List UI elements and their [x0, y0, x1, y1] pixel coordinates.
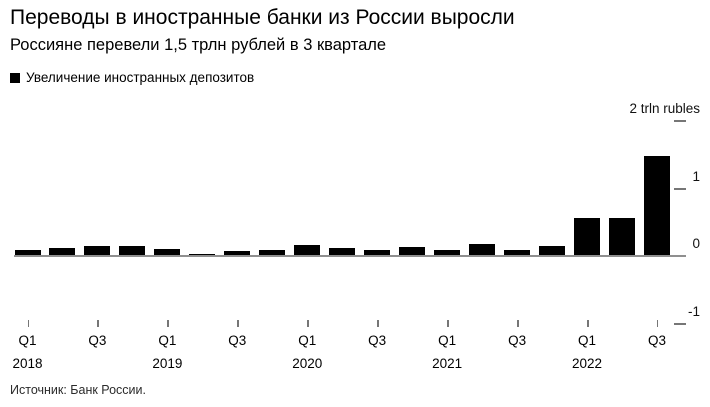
- page-title: Переводы в иностранные банки из России в…: [10, 6, 515, 29]
- x-axis-quarter-label: Q3: [647, 333, 666, 348]
- x-axis-tick: [517, 319, 519, 327]
- x-axis-tick: [237, 319, 239, 327]
- x-axis-quarter-label: Q3: [508, 333, 527, 348]
- y-axis-tick-label: -1: [687, 303, 700, 319]
- bar: [259, 250, 286, 255]
- bar: [294, 244, 321, 255]
- source-note: Источник: Банк России.: [10, 383, 146, 397]
- y-axis-tick-label: 2 trln rubles: [629, 101, 700, 116]
- zero-axis-line: [14, 255, 686, 257]
- x-axis-quarter-label: Q1: [158, 333, 177, 348]
- bar: [224, 250, 251, 255]
- bar: [329, 247, 356, 255]
- x-axis-quarter-label: Q1: [298, 333, 317, 348]
- x-axis-quarter-label: Q3: [88, 333, 107, 348]
- x-axis-year-label: 2018: [12, 356, 43, 371]
- bar: [643, 155, 670, 255]
- x-axis-year-label: 2019: [152, 356, 183, 371]
- bar: [539, 246, 566, 255]
- x-axis-quarter-label: Q3: [368, 333, 387, 348]
- bar: [574, 217, 601, 255]
- x-axis-quarter-label: Q1: [578, 333, 597, 348]
- x-axis-tick: [97, 319, 99, 327]
- bar: [469, 244, 496, 255]
- x-axis-tick: [27, 319, 29, 327]
- bar: [504, 250, 531, 255]
- x-axis-tick: [377, 319, 379, 327]
- y-axis-tick-label: 0: [692, 236, 700, 251]
- bar: [364, 250, 391, 255]
- legend-label: Увеличение иностранных депозитов: [26, 70, 255, 85]
- bar: [189, 253, 216, 255]
- x-axis-tick: [447, 319, 449, 327]
- y-axis-tick: [674, 120, 686, 122]
- x-axis-quarter-label: Q1: [438, 333, 457, 348]
- x-axis-year-label: 2021: [432, 356, 463, 371]
- x-axis-tick: [167, 319, 169, 327]
- y-axis-tick: [674, 187, 686, 190]
- bar: [84, 246, 111, 255]
- x-axis-tick: [587, 319, 589, 327]
- page-subtitle: Россияне перевели 1,5 трлн рублей в 3 кв…: [10, 36, 387, 54]
- x-axis-tick: [656, 319, 659, 327]
- bar: [49, 248, 76, 255]
- x-axis-year-label: 2020: [292, 356, 323, 371]
- bar: [14, 250, 41, 255]
- bar: [608, 217, 635, 255]
- bar: [154, 248, 181, 255]
- x-axis-year-label: 2022: [571, 356, 603, 371]
- bar: [119, 246, 146, 255]
- x-axis-quarter-label: Q1: [18, 333, 37, 348]
- x-axis-tick: [307, 319, 309, 327]
- legend-swatch: [10, 72, 20, 83]
- bar: [434, 249, 461, 255]
- y-axis-tick: [674, 322, 686, 325]
- y-axis-tick-label: 1: [692, 168, 700, 184]
- legend: Увеличение иностранных депозитов: [10, 70, 254, 85]
- x-axis-quarter-label: Q3: [228, 333, 247, 348]
- bar: [399, 246, 426, 255]
